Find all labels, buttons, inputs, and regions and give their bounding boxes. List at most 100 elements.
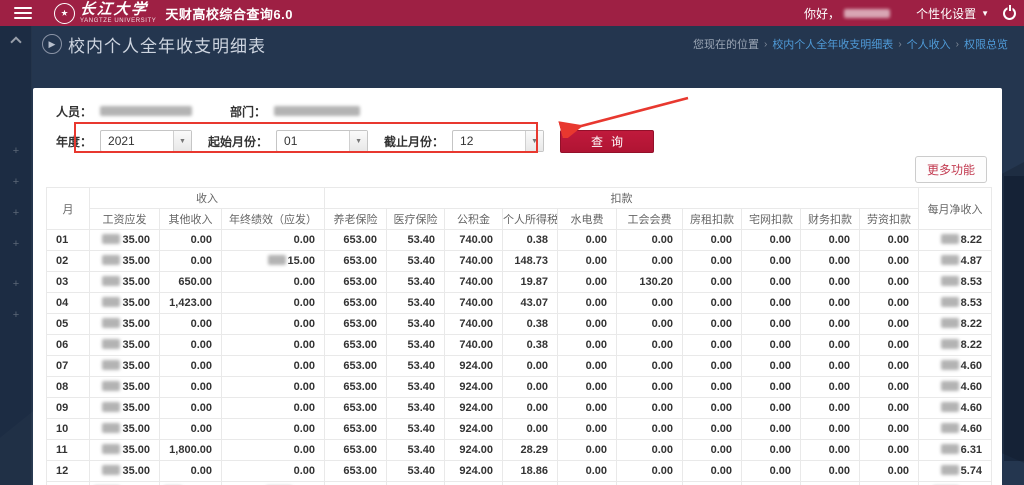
table-row: 01 35.00 0.00 0.00 653.00 53.40 740.00 0.38 0.00… bbox=[46, 229, 993, 251]
cell: 0.00 bbox=[616, 229, 684, 251]
cell: 924.00 bbox=[444, 460, 504, 482]
cell: 0.00 bbox=[220, 271, 326, 293]
breadcrumb-link-report[interactable]: 校内个人全年收支明细表 bbox=[772, 39, 894, 51]
chevron-down-icon: ▼ bbox=[981, 8, 989, 18]
cell: 0.00 bbox=[220, 439, 326, 461]
user-greeting: 你好， bbox=[804, 5, 891, 22]
cell: 0.00 bbox=[800, 418, 861, 440]
tree-expand-icon[interactable]: + bbox=[12, 238, 20, 250]
table-row: 12 35.00 0.00 0.00 653.00 53.40 924.00 18.86 0.0… bbox=[46, 460, 993, 482]
cell: 0.00 bbox=[682, 334, 743, 356]
masked-digits bbox=[102, 381, 121, 391]
cell: 8.22 bbox=[918, 313, 993, 335]
cell: 0.00 bbox=[557, 418, 618, 440]
cell: 0.00 bbox=[859, 481, 920, 485]
breadcrumb-link-overview[interactable]: 权限总览 bbox=[964, 39, 1008, 51]
cell: 53.40 bbox=[386, 292, 446, 314]
masked-username bbox=[844, 8, 891, 18]
cell: 35.00 bbox=[89, 439, 160, 461]
cell: 259.96 bbox=[502, 481, 559, 485]
start-month-select[interactable]: 01 ▼ bbox=[276, 130, 369, 152]
breadcrumb: 您现在的位置 › 校内个人全年收支明细表 › 个人收入 › 权限总览 bbox=[693, 36, 1008, 52]
masked-digits bbox=[102, 423, 121, 433]
year-select-value: 2021 bbox=[108, 134, 135, 148]
masked-digits bbox=[940, 297, 959, 307]
cell: 924.00 bbox=[444, 355, 504, 377]
cell: 08 bbox=[46, 376, 90, 398]
cell: 35.00 bbox=[89, 250, 160, 272]
tree-expand-icon[interactable]: + bbox=[12, 145, 20, 157]
cell: 653.00 bbox=[324, 418, 388, 440]
cell: 35.00 bbox=[89, 292, 160, 314]
cell: 7.04 bbox=[918, 481, 993, 485]
sidebar-collapse-icon[interactable] bbox=[11, 36, 19, 44]
cell: 0.00 bbox=[800, 229, 861, 251]
masked-digits bbox=[940, 318, 959, 328]
tree-expand-icon[interactable]: + bbox=[12, 176, 20, 188]
cell: 53.40 bbox=[386, 334, 446, 356]
cell: 0.00 bbox=[800, 292, 861, 314]
table-header: 月收入 扣款 每月净收入 工资应发 其他收入 年终绩效（应发） 养老保险 医疗保险 公积金 个人所… bbox=[46, 187, 993, 230]
cell: 148.73 bbox=[502, 250, 559, 272]
cell: 0.00 bbox=[616, 313, 684, 335]
cell: 0.00 bbox=[557, 460, 618, 482]
chevron-down-icon: ▼ bbox=[525, 131, 544, 151]
cell: 43.07 bbox=[502, 292, 559, 314]
cell: 53.40 bbox=[386, 439, 446, 461]
personal-settings-menu[interactable]: 个性化设置 ▼ bbox=[916, 5, 989, 22]
tree-expand-icon[interactable]: + bbox=[12, 278, 20, 290]
cell: 12 bbox=[46, 460, 90, 482]
end-month-select[interactable]: 12 ▼ bbox=[452, 130, 545, 152]
col-header: 养老保险 bbox=[324, 208, 388, 230]
cell: 20.00 bbox=[89, 481, 160, 485]
cell: 6.31 bbox=[918, 439, 993, 461]
end-month-value: 12 bbox=[460, 134, 474, 148]
header-row: 工资应发 其他收入 年终绩效（应发） 养老保险 医疗保险 公积金 个人所得税 水电费 工会会费房… bbox=[47, 208, 992, 230]
cell: 653.00 bbox=[324, 376, 388, 398]
cell: 740.00 bbox=[444, 271, 504, 293]
logout-icon[interactable] bbox=[1003, 4, 1016, 20]
masked-digits bbox=[940, 234, 959, 244]
cell: 0.00 bbox=[616, 376, 684, 398]
masked-digits bbox=[102, 339, 121, 349]
cell: 18.86 bbox=[502, 460, 559, 482]
cell: 35.00 bbox=[89, 460, 160, 482]
masked-digits bbox=[102, 234, 121, 244]
year-label: 年度： bbox=[56, 134, 93, 149]
masked-digits bbox=[102, 444, 121, 454]
breadcrumb-link-income[interactable]: 个人收入 bbox=[906, 39, 951, 51]
col-header: 工资应发 bbox=[89, 208, 160, 230]
cell: 0.00 bbox=[557, 376, 618, 398]
cell: 11 bbox=[46, 439, 90, 461]
more-functions-button[interactable]: 更多功能 bbox=[914, 156, 987, 183]
cell: 15.00 bbox=[220, 250, 326, 272]
cell: 0.00 bbox=[557, 271, 618, 293]
page-title: 校内个人全年收支明细表 bbox=[68, 36, 266, 56]
university-logo-text: 长江大学 YANGTZE UNIVERSITY bbox=[79, 0, 156, 24]
cell: 130.20 bbox=[616, 271, 684, 293]
cell: 0.00 bbox=[557, 334, 618, 356]
cell: 0.00 bbox=[800, 334, 861, 356]
chevron-down-icon: ▼ bbox=[349, 131, 368, 151]
cell: 0.38 bbox=[502, 229, 559, 251]
masked-digits bbox=[940, 465, 959, 475]
end-month-label: 截止月份： bbox=[384, 134, 445, 149]
cell: 0.00 bbox=[741, 334, 802, 356]
masked-digits bbox=[940, 423, 959, 433]
cell: 0.00 bbox=[682, 229, 743, 251]
tree-expand-icon[interactable]: + bbox=[12, 309, 20, 321]
cell: 0.00 bbox=[220, 355, 326, 377]
cell: 53.40 bbox=[386, 271, 446, 293]
cell: 0.00 bbox=[557, 292, 618, 314]
masked-digits bbox=[940, 276, 959, 286]
cell: 0.00 bbox=[800, 481, 861, 485]
table-row: 07 35.00 0.00 0.00 653.00 53.40 924.00 0.00 0.00… bbox=[46, 355, 993, 377]
tree-expand-icon[interactable]: + bbox=[12, 207, 20, 219]
background-shape bbox=[1004, 176, 1024, 461]
menu-icon[interactable] bbox=[14, 7, 32, 19]
cell: 0.00 bbox=[682, 481, 743, 485]
workspace: + + + + + + ▶ 校内个人全年收支明细表 您现在的位置 › 校内个人全… bbox=[0, 26, 1024, 485]
col-header: 年终绩效（应发） bbox=[220, 208, 326, 230]
query-button[interactable]: 查询 bbox=[560, 129, 655, 153]
year-select[interactable]: 2021 ▼ bbox=[100, 130, 193, 152]
